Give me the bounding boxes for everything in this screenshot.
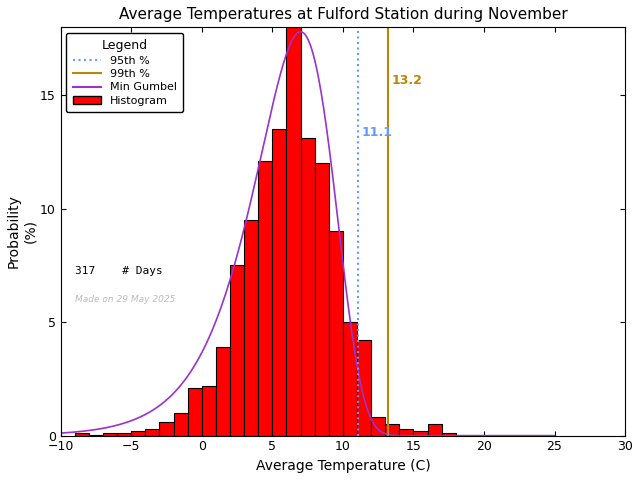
Bar <box>428 424 442 436</box>
Bar <box>301 138 315 436</box>
Bar <box>413 431 428 436</box>
Text: 13.2: 13.2 <box>392 74 422 87</box>
Text: 317    # Days: 317 # Days <box>75 266 163 276</box>
Bar <box>385 424 399 436</box>
Bar <box>343 322 357 436</box>
Bar <box>131 431 145 436</box>
Bar <box>258 161 273 436</box>
Bar <box>188 388 202 436</box>
Legend: 95th %, 99th %, Min Gumbel, Histogram: 95th %, 99th %, Min Gumbel, Histogram <box>66 33 183 112</box>
Bar <box>329 231 343 436</box>
Text: 11.1: 11.1 <box>362 126 393 139</box>
Bar <box>75 433 89 436</box>
Bar <box>399 429 413 436</box>
Bar <box>89 434 103 436</box>
Bar <box>244 220 258 436</box>
Bar <box>315 163 329 436</box>
Bar <box>230 265 244 436</box>
Bar <box>202 386 216 436</box>
Bar <box>173 413 188 436</box>
Bar <box>216 347 230 436</box>
Bar <box>145 429 159 436</box>
X-axis label: Average Temperature (C): Average Temperature (C) <box>255 459 430 473</box>
Bar <box>103 433 117 436</box>
Bar <box>159 422 173 436</box>
Y-axis label: Probability
(%): Probability (%) <box>7 194 37 268</box>
Bar <box>117 433 131 436</box>
Bar <box>273 130 287 436</box>
Bar <box>442 433 456 436</box>
Bar <box>357 340 371 436</box>
Bar <box>371 418 385 436</box>
Bar <box>287 27 301 436</box>
Text: Made on 29 May 2025: Made on 29 May 2025 <box>75 295 175 304</box>
Title: Average Temperatures at Fulford Station during November: Average Temperatures at Fulford Station … <box>118 7 567 22</box>
